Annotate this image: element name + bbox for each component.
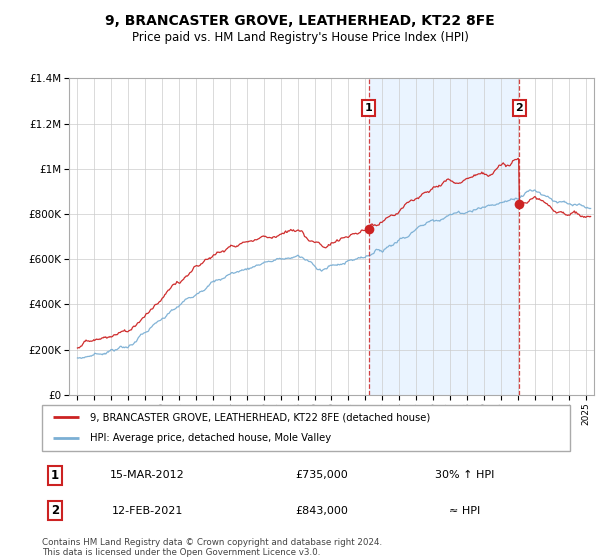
FancyBboxPatch shape — [42, 405, 570, 451]
Text: ≈ HPI: ≈ HPI — [449, 506, 480, 516]
Text: HPI: Average price, detached house, Mole Valley: HPI: Average price, detached house, Mole… — [89, 433, 331, 444]
Text: £843,000: £843,000 — [295, 506, 348, 516]
Text: 30% ↑ HPI: 30% ↑ HPI — [435, 470, 494, 480]
Text: 1: 1 — [51, 469, 59, 482]
Text: 2: 2 — [515, 103, 523, 113]
Text: 9, BRANCASTER GROVE, LEATHERHEAD, KT22 8FE: 9, BRANCASTER GROVE, LEATHERHEAD, KT22 8… — [105, 14, 495, 28]
Text: 2: 2 — [51, 505, 59, 517]
Text: 9, BRANCASTER GROVE, LEATHERHEAD, KT22 8FE (detached house): 9, BRANCASTER GROVE, LEATHERHEAD, KT22 8… — [89, 412, 430, 422]
Text: 15-MAR-2012: 15-MAR-2012 — [110, 470, 185, 480]
Text: Contains HM Land Registry data © Crown copyright and database right 2024.
This d: Contains HM Land Registry data © Crown c… — [42, 538, 382, 557]
Text: Price paid vs. HM Land Registry's House Price Index (HPI): Price paid vs. HM Land Registry's House … — [131, 31, 469, 44]
Bar — [369, 78, 520, 395]
Text: 12-FEB-2021: 12-FEB-2021 — [112, 506, 183, 516]
Text: £735,000: £735,000 — [295, 470, 348, 480]
Text: 1: 1 — [365, 103, 373, 113]
